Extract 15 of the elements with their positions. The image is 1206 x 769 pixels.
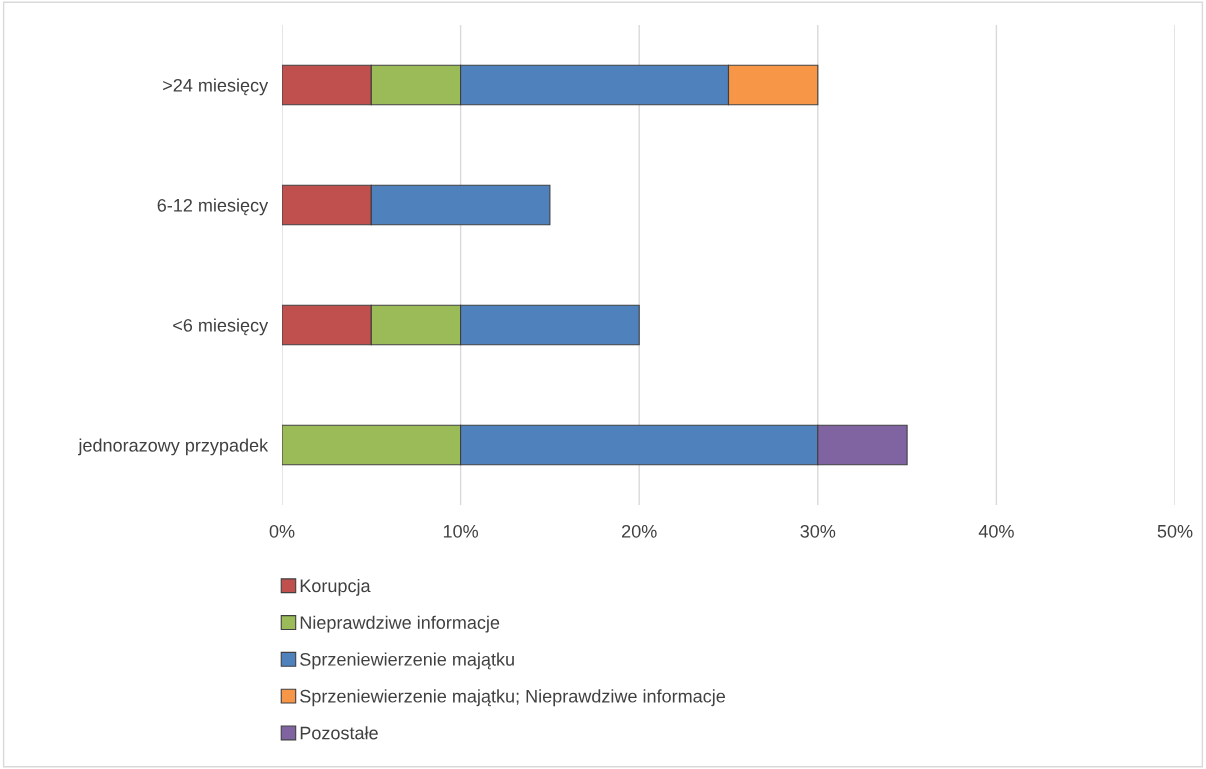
x-tick-label: 40% [978,524,1014,538]
y-tick-label: jednorazowy przypadek [77,438,269,456]
legend-label: Korupcja [300,578,371,596]
legend-label: Pozostałe [300,726,378,740]
x-tick-label: 30% [800,524,836,538]
y-tick-label: <6 miesięcy [173,318,269,336]
y-tick-label: 6-12 miesięcy [157,198,269,216]
legend-label: Nieprawdziwe informacje [300,615,500,633]
x-tick-label: 20% [622,524,657,538]
legend-label: Sprzeniewierzenie majątku; Nieprawdziwe informacje [300,689,725,707]
legend-label: Sprzeniewierzenie majątku [300,652,514,670]
x-tick-label: 10% [443,524,479,538]
x-tick-label: 50% [1157,524,1193,538]
y-tick-label: >24 miesięcy [163,78,269,96]
x-tick-label: 0% [269,524,295,538]
